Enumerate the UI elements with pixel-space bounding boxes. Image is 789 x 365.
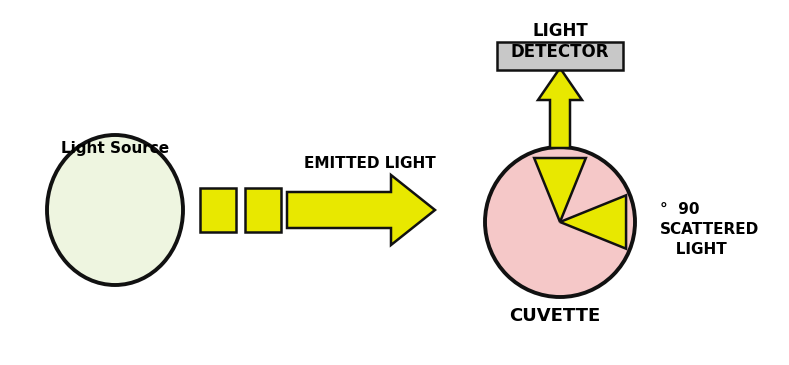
Bar [245, 188, 281, 232]
Text: LIGHT
DETECTOR: LIGHT DETECTOR [510, 22, 609, 61]
Polygon shape [560, 195, 626, 249]
Circle shape [485, 147, 635, 297]
Bar [200, 188, 236, 232]
Text: °  90
SCATTERED
   LIGHT: ° 90 SCATTERED LIGHT [660, 202, 759, 257]
Ellipse shape [47, 135, 183, 285]
FancyArrow shape [287, 175, 435, 245]
Polygon shape [534, 158, 586, 222]
Bar [497, 42, 623, 70]
FancyArrow shape [538, 68, 582, 148]
Text: EMITTED LIGHT: EMITTED LIGHT [304, 155, 436, 170]
Text: Light Source: Light Source [61, 141, 169, 155]
Text: CUVETTE: CUVETTE [510, 307, 600, 325]
